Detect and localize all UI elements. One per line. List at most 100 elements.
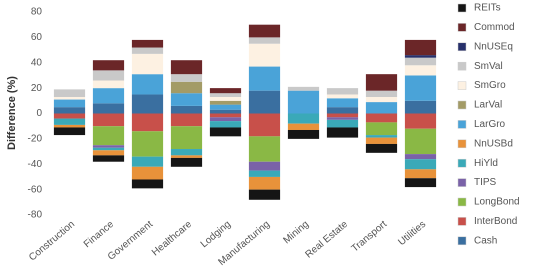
bar-segment — [209, 100, 242, 105]
legend-swatch — [457, 100, 467, 110]
bar-segment — [287, 86, 320, 91]
bar-segment — [131, 94, 164, 114]
bar-segment — [131, 131, 164, 157]
legend-swatch — [457, 42, 467, 52]
bar-segment — [53, 89, 86, 98]
legend-label: InterBond — [474, 216, 517, 227]
bar-segment — [326, 88, 359, 95]
bar-segment — [248, 66, 281, 91]
bar-segment — [209, 109, 242, 114]
bar-segment — [404, 100, 437, 114]
bar-segment — [209, 93, 242, 98]
bar-segment — [404, 113, 437, 129]
bar-segment — [209, 121, 242, 128]
bar-segment — [365, 90, 398, 98]
bar-segment — [248, 37, 281, 44]
x-tick-label: Mining — [281, 219, 311, 246]
legend-swatch — [457, 23, 467, 32]
bar-segment — [92, 70, 125, 81]
bar-segment — [404, 39, 437, 56]
bar-segment — [365, 137, 398, 144]
bar-segment — [131, 113, 164, 132]
y-tick-label: -80 — [28, 210, 43, 221]
bar-segment — [326, 127, 359, 138]
legend-swatch — [457, 158, 467, 168]
bar-segment — [92, 155, 125, 162]
bar-segment — [209, 127, 242, 137]
x-tick-label: Transport — [350, 219, 390, 255]
bar-segment — [365, 143, 398, 153]
y-tick-label: 60 — [31, 32, 43, 43]
bar-segment — [248, 189, 281, 200]
legend-label: Cash — [474, 235, 497, 246]
bar-segment — [92, 147, 125, 151]
bar-segment — [248, 136, 281, 162]
bar-segment — [53, 113, 86, 119]
bar-segment — [92, 126, 125, 146]
bar-segment — [209, 117, 242, 122]
bar-segment — [287, 129, 320, 139]
x-tick-label: Finance — [82, 219, 117, 251]
bar-segment — [209, 113, 242, 118]
bar-segment — [170, 93, 203, 106]
bar-segment — [131, 47, 164, 54]
legend-swatch — [457, 61, 467, 71]
y-tick-label: 80 — [31, 7, 43, 18]
bar-segment — [248, 24, 281, 38]
bar-segment — [248, 113, 281, 137]
bar-segment — [131, 53, 164, 75]
bar-segment — [209, 104, 242, 110]
legend-label: TIPS — [474, 177, 497, 188]
legend-label: LongBond — [474, 197, 520, 208]
bar-segment — [131, 156, 164, 167]
bar-segment — [170, 60, 203, 75]
legend-swatch — [457, 178, 467, 187]
bar-segment — [287, 113, 320, 124]
bar-segment — [92, 80, 125, 89]
bar-segment — [248, 90, 281, 114]
bar-segment — [404, 169, 437, 179]
bar-segment — [170, 155, 203, 158]
legend-label: REITs — [474, 3, 501, 14]
y-tick-label: 40 — [31, 57, 43, 68]
bar-segment — [170, 126, 203, 150]
bar-segment — [404, 154, 437, 160]
bar-segment — [287, 123, 320, 130]
legend-label: Commod — [474, 22, 515, 33]
legend-label: NnUSEq — [474, 41, 513, 52]
legend-swatch — [457, 120, 467, 129]
bar-segment — [404, 159, 437, 170]
bar-segment — [170, 105, 203, 114]
bar-segment — [365, 122, 398, 136]
legend-label: LarGro — [474, 119, 506, 130]
bar-segment — [53, 124, 86, 128]
bar-segment — [326, 94, 359, 99]
bar-segment — [53, 127, 86, 136]
y-tick-label: -40 — [28, 159, 43, 170]
bar-segment — [170, 113, 203, 127]
bar-segment — [326, 98, 359, 108]
bar-segment — [92, 103, 125, 114]
bar-segment — [53, 99, 86, 108]
bar-segment — [404, 55, 437, 58]
bar-segment — [365, 97, 398, 103]
legend-swatch — [457, 3, 467, 13]
bar-segment — [365, 135, 398, 138]
bar-segment — [170, 157, 203, 167]
bar-segment — [170, 74, 203, 82]
legend-label: LarVal — [474, 100, 502, 111]
legend-swatch — [457, 197, 467, 207]
bar-segment — [92, 113, 125, 127]
x-tick-label: Lodging — [199, 219, 233, 250]
bar-segment — [209, 97, 242, 101]
bar-segment — [170, 81, 203, 94]
bar-segment — [365, 113, 398, 123]
bar-segment — [92, 60, 125, 71]
x-tick-label: Healthcare — [150, 219, 194, 259]
bar-segment — [53, 107, 86, 114]
bar-segment — [404, 57, 437, 66]
legend-swatch — [457, 139, 467, 149]
bar-segment — [404, 65, 437, 76]
bar-segment — [209, 88, 242, 94]
bar-segment — [131, 179, 164, 189]
